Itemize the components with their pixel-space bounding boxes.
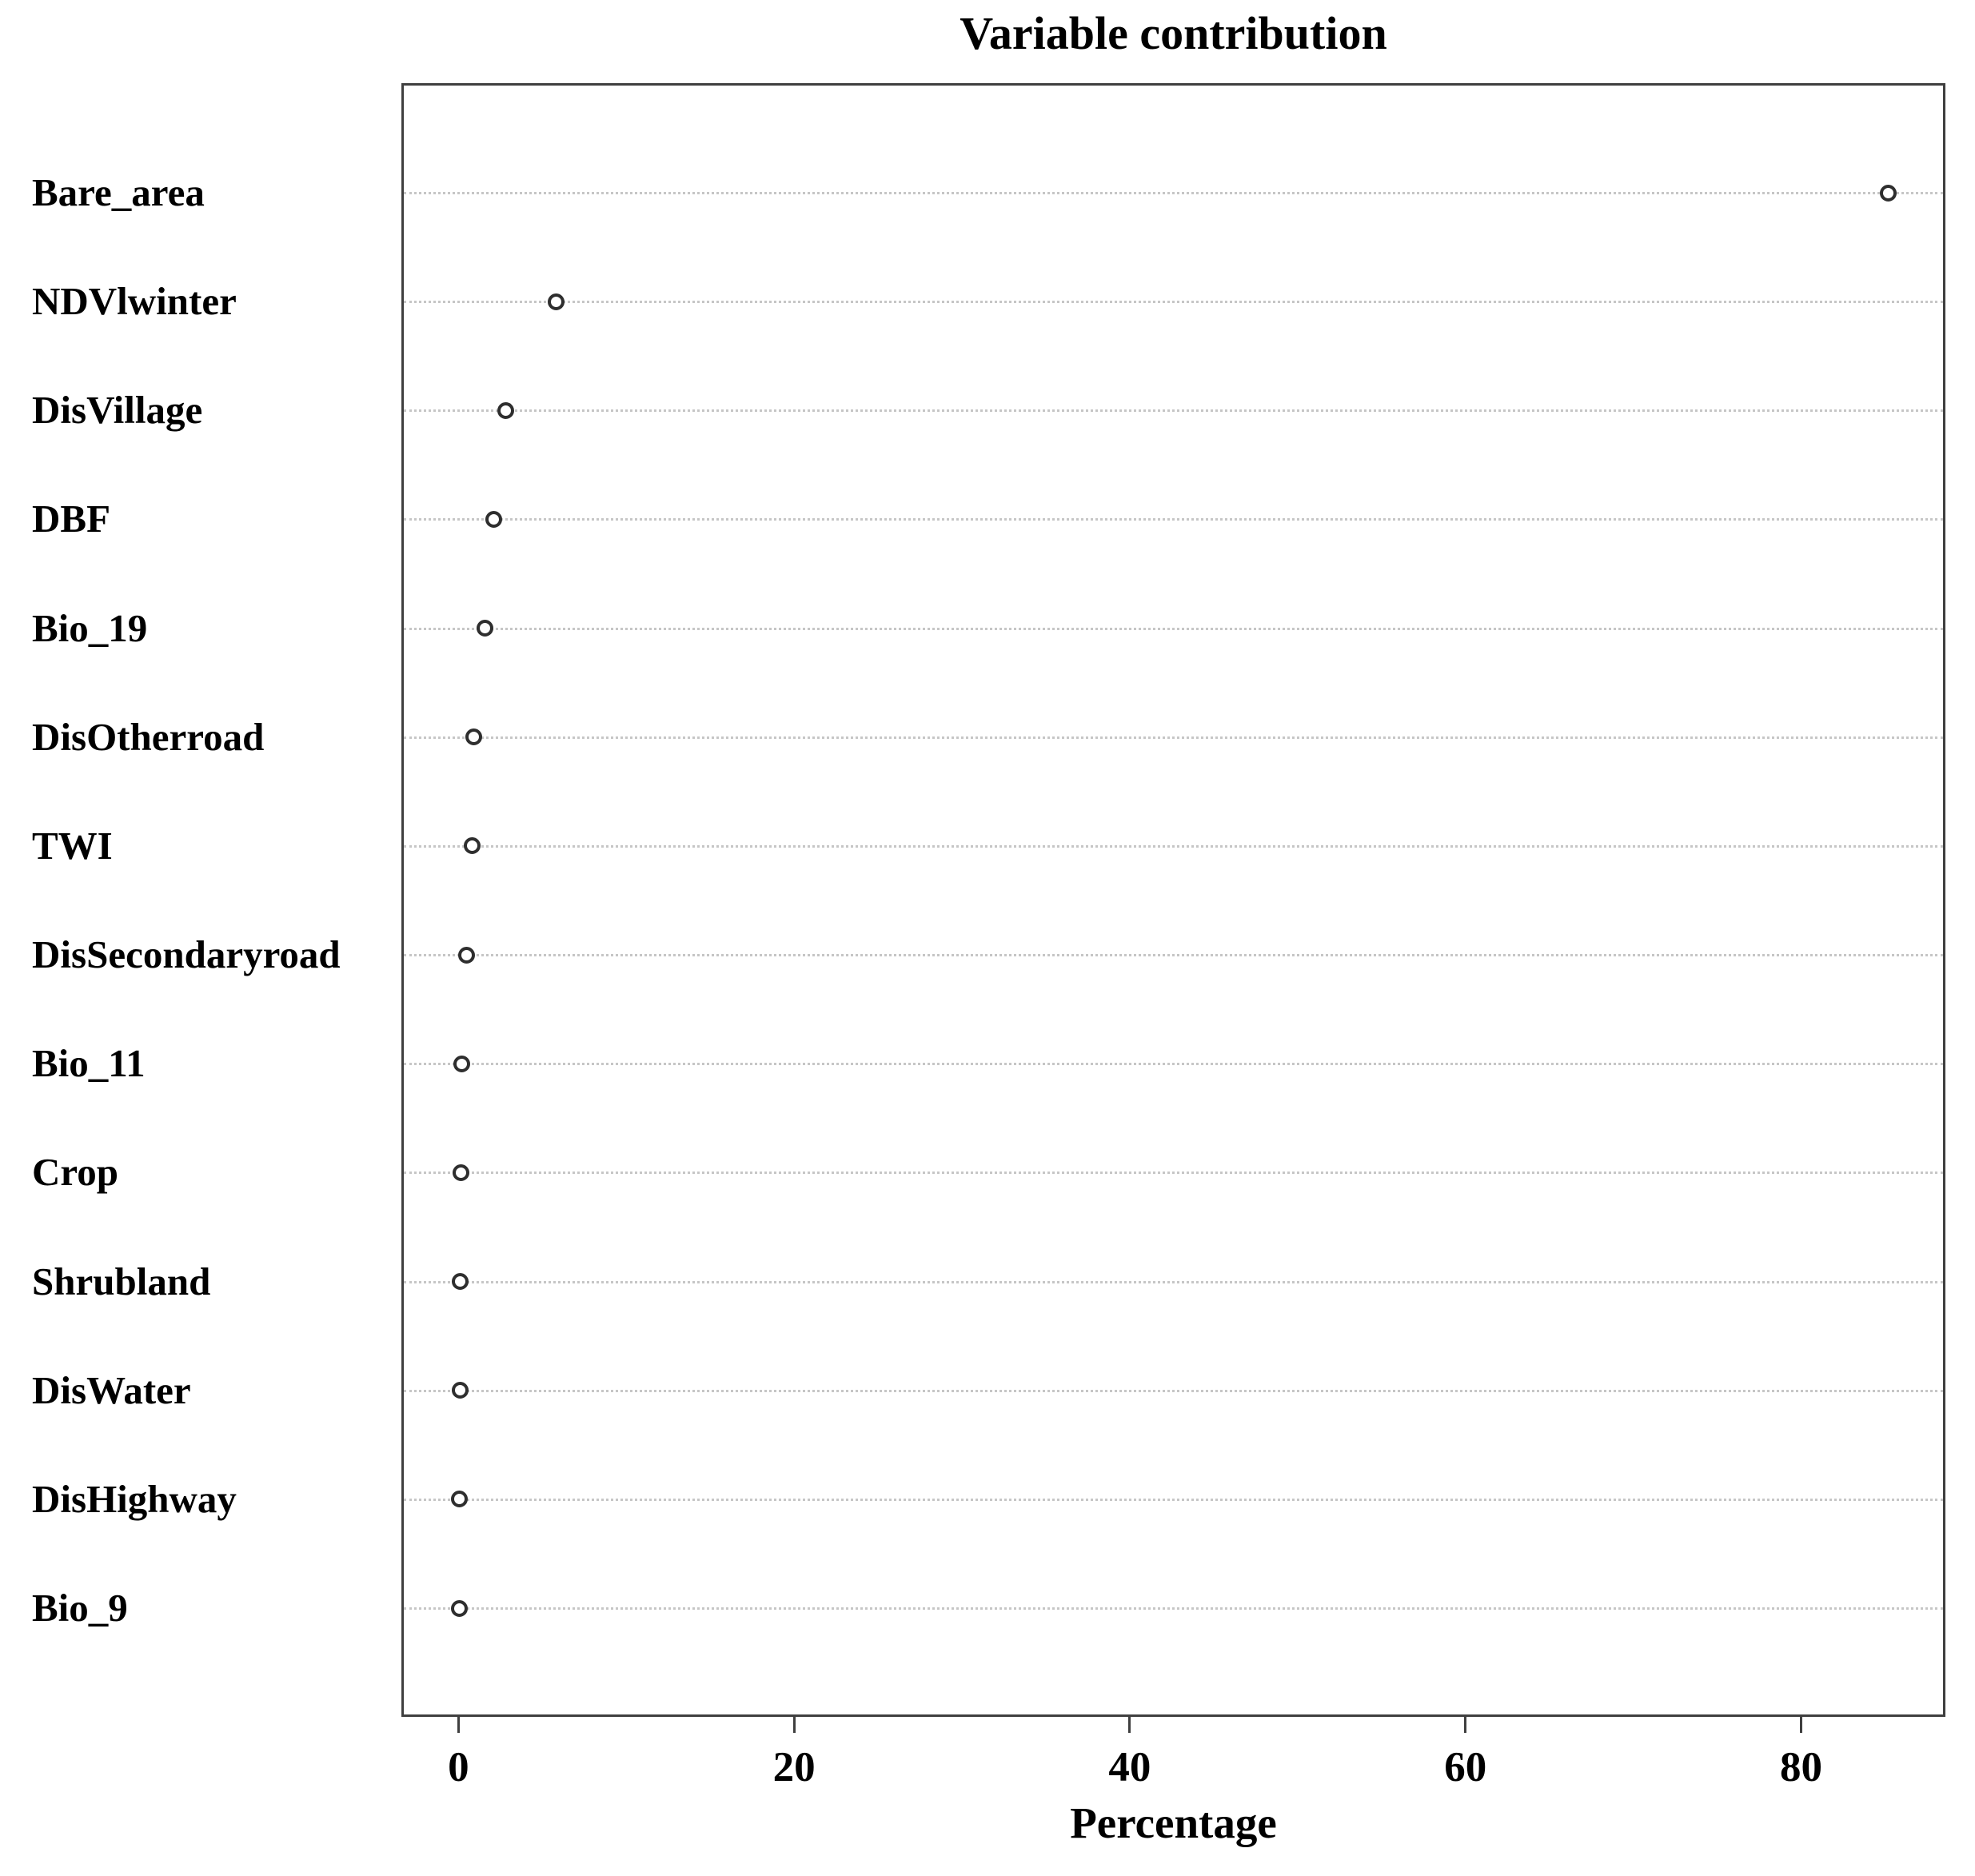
- gridline: [404, 409, 1943, 413]
- gridline: [404, 736, 1943, 739]
- y-axis-label: Bare_area: [32, 170, 205, 214]
- data-point-marker: [485, 510, 502, 528]
- y-axis-label: Bio_11: [32, 1041, 146, 1086]
- x-axis-tick-mark: [1128, 1717, 1131, 1733]
- plot-area: [401, 83, 1945, 1717]
- x-axis-tick-mark: [457, 1717, 460, 1733]
- data-point-marker: [450, 1491, 468, 1508]
- y-axis-label: DisVillage: [32, 388, 203, 433]
- gridline: [404, 1280, 1943, 1283]
- chart-title: Variable contribution: [960, 7, 1387, 59]
- x-axis-title: Percentage: [1070, 1798, 1277, 1847]
- x-axis-tick-label: 0: [448, 1744, 469, 1790]
- data-point-marker: [451, 1273, 469, 1291]
- y-axis-label: NDVlwinter: [32, 279, 237, 324]
- gridline: [404, 1172, 1943, 1175]
- x-axis-tick-label: 40: [1108, 1744, 1151, 1790]
- data-point-marker: [465, 728, 482, 746]
- data-point-marker: [453, 1055, 471, 1072]
- data-point-marker: [458, 946, 476, 964]
- x-axis-tick-label: 80: [1779, 1744, 1822, 1790]
- x-axis-tick-label: 60: [1444, 1744, 1487, 1790]
- y-axis-label: Bio_9: [32, 1586, 128, 1630]
- y-axis-label: DisWater: [32, 1367, 191, 1412]
- data-point-marker: [463, 837, 481, 855]
- x-axis-tick-mark: [1799, 1717, 1802, 1733]
- gridline: [404, 1389, 1943, 1392]
- data-point-marker: [451, 1382, 469, 1399]
- x-axis-tick-mark: [1464, 1717, 1467, 1733]
- data-point-marker: [547, 293, 565, 310]
- y-axis-label: Shrubland: [32, 1259, 211, 1303]
- y-axis-label: Crop: [32, 1150, 119, 1195]
- x-axis-tick-mark: [792, 1717, 796, 1733]
- gridline: [404, 301, 1943, 304]
- gridline: [404, 954, 1943, 957]
- y-axis-label: TWI: [32, 823, 113, 868]
- y-axis-label: DBF: [32, 497, 110, 541]
- y-axis-label: DisOtherroad: [32, 714, 265, 759]
- gridline: [404, 1063, 1943, 1066]
- data-point-marker: [453, 1164, 469, 1181]
- gridline: [404, 1498, 1943, 1501]
- data-point-marker: [477, 620, 494, 637]
- y-axis-label: Bio_19: [32, 605, 148, 650]
- gridline: [404, 1607, 1943, 1610]
- y-axis-label: DisHighway: [32, 1476, 237, 1521]
- data-point-marker: [1880, 184, 1897, 202]
- x-axis-tick-label: 20: [772, 1744, 816, 1790]
- gridline: [404, 192, 1943, 194]
- gridline: [404, 844, 1943, 848]
- data-point-marker: [450, 1599, 468, 1617]
- y-axis-label: DisSecondaryroad: [32, 932, 341, 977]
- gridline: [404, 518, 1943, 521]
- gridline: [404, 627, 1943, 630]
- data-point-marker: [497, 401, 514, 419]
